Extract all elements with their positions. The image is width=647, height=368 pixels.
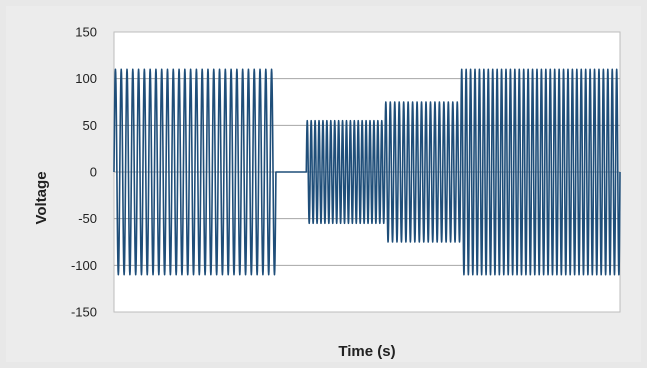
x-axis-title: Time (s): [338, 343, 395, 360]
voltage-series-line: [113, 68, 621, 276]
y-tick-label: -150: [71, 305, 97, 320]
y-tick-label: 0: [90, 165, 97, 180]
y-tick-label: -100: [71, 258, 97, 273]
y-tick-labels: 150 100 50 0 -50 -100 -150: [71, 25, 97, 320]
y-tick-label: -50: [78, 211, 97, 226]
y-tick-label: 50: [83, 118, 97, 133]
y-tick-label: 150: [75, 25, 97, 40]
y-tick-label: 100: [75, 71, 97, 86]
y-axis-title: Voltage: [33, 171, 50, 224]
